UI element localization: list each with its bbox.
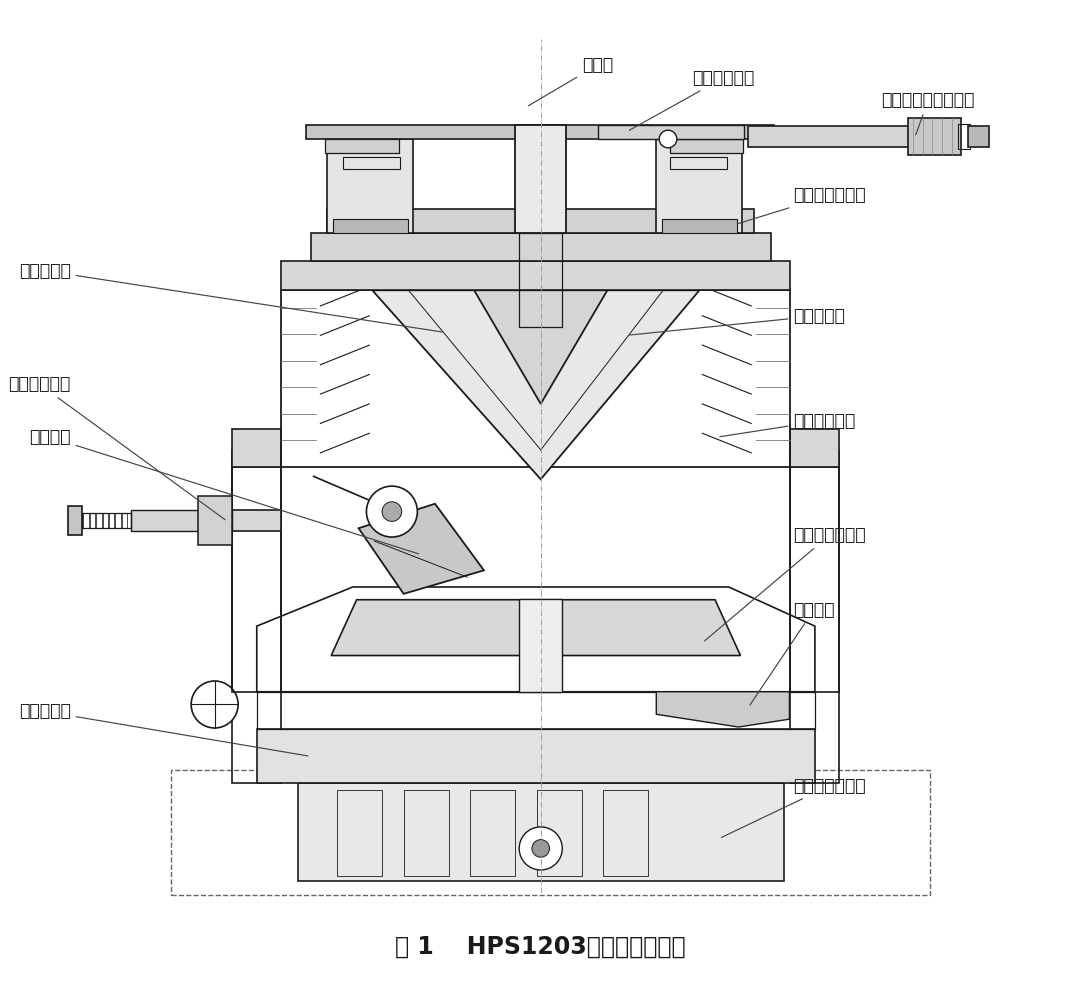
Bar [298, 783, 784, 881]
Text: 分离器顶盖装置: 分离器顶盖装置 [738, 186, 866, 223]
Bar [311, 233, 771, 261]
Bar [68, 506, 82, 535]
Text: 落煤管: 落煤管 [528, 56, 613, 105]
Circle shape [519, 827, 563, 870]
Text: 磨辊装置: 磨辊装置 [29, 428, 419, 554]
Text: 弹簧加载装置: 弹簧加载装置 [9, 375, 225, 520]
Bar [232, 510, 281, 531]
Bar [96, 513, 102, 527]
Bar [748, 126, 913, 148]
Bar [103, 513, 108, 527]
Text: 分离器体装置: 分离器体装置 [719, 411, 855, 437]
Circle shape [382, 502, 402, 522]
Bar [327, 209, 754, 233]
Bar [82, 513, 132, 528]
Circle shape [366, 486, 417, 537]
Bar [791, 466, 839, 692]
Text: 行星齿轮减速箱: 行星齿轮减速箱 [721, 776, 866, 837]
Bar [958, 124, 970, 150]
Bar [470, 790, 515, 876]
Bar [90, 513, 95, 527]
Bar [232, 450, 281, 783]
Polygon shape [657, 692, 789, 727]
Circle shape [659, 130, 677, 148]
Polygon shape [373, 290, 700, 479]
Bar [670, 157, 727, 169]
Bar [198, 496, 232, 545]
Bar [604, 790, 648, 876]
Bar [791, 450, 839, 783]
Bar [404, 790, 448, 876]
Text: 内锥体装置: 内锥体装置 [18, 262, 442, 332]
Bar [968, 126, 989, 148]
Bar [232, 429, 281, 466]
Bar [325, 140, 399, 154]
Text: 刮板装置: 刮板装置 [750, 600, 835, 706]
Bar [519, 233, 563, 328]
Text: 排出阀与多出口装置: 排出阀与多出口装置 [881, 92, 975, 135]
Polygon shape [474, 290, 607, 403]
Bar [281, 261, 791, 290]
Bar [908, 118, 961, 155]
Bar [257, 729, 815, 783]
Bar [281, 290, 791, 466]
Bar [662, 218, 737, 232]
Text: 图 1    HPS1203磨煤机内部结构: 图 1 HPS1203磨煤机内部结构 [395, 935, 686, 958]
Bar [109, 513, 114, 527]
Circle shape [191, 681, 239, 728]
Bar [519, 598, 563, 692]
Bar [670, 140, 743, 154]
Bar [116, 513, 121, 527]
Bar [83, 513, 89, 527]
Text: 侧机体装置: 侧机体装置 [18, 703, 308, 756]
Polygon shape [332, 599, 741, 655]
Bar [132, 510, 232, 531]
Bar [515, 125, 566, 233]
Text: 倒锥体装置: 倒锥体装置 [630, 307, 846, 335]
Bar [171, 770, 931, 895]
Bar [537, 790, 582, 876]
Bar [257, 692, 815, 729]
Bar [306, 125, 773, 140]
Bar [343, 157, 400, 169]
Bar [597, 125, 744, 140]
Bar [122, 513, 127, 527]
Circle shape [532, 839, 550, 857]
Text: 出口气封系统: 出口气封系统 [630, 69, 755, 130]
Bar [327, 140, 414, 233]
Bar [791, 429, 839, 466]
Bar [657, 140, 742, 233]
Bar [337, 790, 382, 876]
Text: 磨碗和叶轮装置: 磨碗和叶轮装置 [704, 526, 866, 641]
Bar [333, 218, 407, 232]
Bar [232, 466, 281, 692]
Polygon shape [359, 504, 484, 593]
